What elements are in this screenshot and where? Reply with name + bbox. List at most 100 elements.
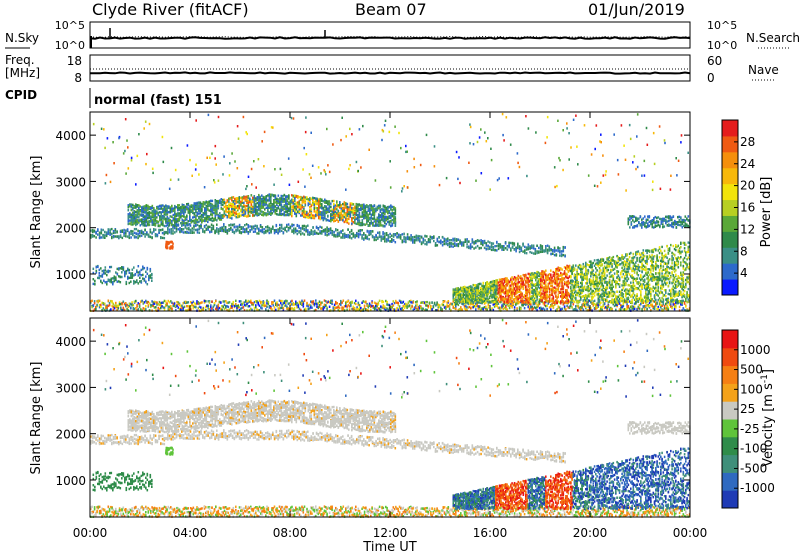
echo-cell — [289, 206, 292, 209]
echo-cell — [236, 305, 238, 308]
echo-cell — [161, 228, 164, 231]
echo-cell — [424, 242, 426, 246]
echo-cell — [181, 306, 183, 309]
echo-cell — [163, 230, 166, 234]
echo-cell — [515, 303, 517, 306]
echo-cell — [411, 301, 413, 304]
echo-cell — [259, 197, 262, 200]
echo-cell — [289, 226, 292, 229]
echo-cell — [255, 204, 257, 207]
echo-cell — [104, 230, 106, 234]
echo-cell — [417, 308, 420, 311]
echo-cell — [177, 204, 179, 208]
echo-cell — [141, 218, 143, 221]
echo-cell — [324, 232, 327, 235]
echo-cell — [416, 300, 418, 303]
echo-cell — [210, 229, 213, 232]
echo-cell — [255, 207, 257, 210]
echo-cell — [294, 202, 296, 206]
echo-cell — [461, 242, 463, 245]
echo-cell — [625, 308, 627, 311]
echo-cell — [187, 209, 190, 212]
echo-cell — [184, 226, 187, 229]
echo-cell — [217, 232, 220, 235]
echo-cell — [244, 212, 247, 215]
echo-cell — [298, 195, 301, 199]
echo-cell — [243, 205, 245, 208]
echo-cell — [445, 305, 447, 309]
echo-cell — [258, 195, 260, 198]
echo-cell — [310, 300, 312, 303]
echo-cell — [531, 308, 533, 311]
echo-cell — [241, 199, 244, 203]
echo-cell — [445, 307, 447, 310]
echo-cell — [392, 304, 395, 307]
echo-cell — [384, 205, 386, 208]
echo-cell — [207, 228, 209, 231]
echo-cell — [437, 306, 440, 309]
echo-cell — [342, 219, 344, 222]
echo-cell — [274, 210, 277, 214]
echo-cell — [144, 232, 146, 236]
echo-cell — [123, 234, 125, 237]
echo-cell — [296, 301, 298, 305]
echo-cell — [502, 302, 505, 306]
echo-cell — [91, 306, 93, 309]
echo-cell — [420, 241, 423, 244]
echo-cell — [447, 305, 450, 308]
echo-cell — [510, 304, 512, 307]
echo-cell — [168, 205, 170, 208]
echo-cell — [300, 302, 302, 306]
echo-cell — [150, 220, 152, 223]
echo-cell — [536, 304, 538, 307]
echo-cell — [366, 205, 368, 208]
echo-cell — [652, 300, 655, 303]
echo-cell — [387, 220, 389, 224]
echo-cell — [149, 228, 152, 231]
echo-cell — [160, 205, 163, 208]
echo-cell — [553, 250, 556, 253]
echo-cell — [145, 224, 148, 227]
echo-cell — [397, 303, 400, 307]
echo-cell — [597, 305, 600, 308]
echo-cell — [216, 208, 218, 211]
echo-cell — [106, 308, 108, 311]
echo-cell — [531, 244, 533, 247]
echo-cell — [237, 200, 239, 203]
echo-cell — [255, 199, 257, 202]
echo-cell — [133, 235, 136, 238]
echo-cell — [319, 213, 322, 216]
echo-cell — [367, 304, 370, 307]
echo-cell — [167, 227, 169, 230]
echo-cell — [229, 214, 232, 218]
echo-cell — [129, 205, 131, 208]
echo-cell — [253, 205, 256, 208]
echo-cell — [505, 307, 507, 310]
echo-cell — [373, 224, 376, 227]
echo-cell — [340, 236, 342, 239]
echo-cell — [355, 212, 358, 215]
echo-cell — [480, 301, 482, 305]
echo-cell — [320, 307, 322, 310]
echo-cell — [242, 306, 245, 309]
echo-cell — [145, 221, 148, 224]
echo-cell — [116, 231, 118, 234]
echo-cell — [187, 301, 190, 304]
echo-cell — [647, 303, 650, 307]
echo-cell — [282, 194, 284, 198]
echo-cell — [477, 307, 480, 310]
echo-cell — [298, 208, 301, 211]
echo-cell — [257, 303, 260, 306]
echo-cell — [380, 239, 383, 242]
echo-cell — [382, 231, 384, 234]
echo-cell — [375, 238, 377, 242]
echo-cell — [204, 208, 206, 211]
echo-cell — [342, 207, 344, 210]
echo-cell — [367, 224, 370, 227]
echo-cell — [382, 212, 385, 215]
echo-cell — [209, 230, 211, 234]
echo-cell — [226, 229, 229, 232]
echo-cell — [370, 231, 372, 234]
noise-panel-frame — [89, 21, 691, 49]
echo-cell — [283, 204, 286, 207]
